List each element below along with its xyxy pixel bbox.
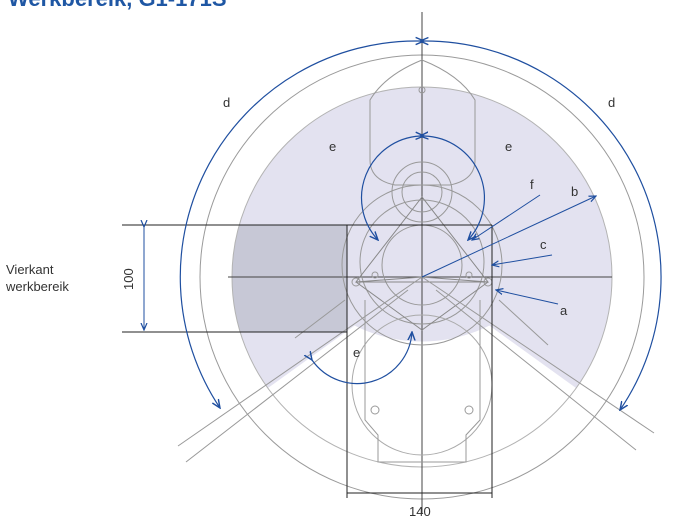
robot-base	[364, 300, 481, 463]
label-e-left: e	[329, 139, 336, 154]
dim-height-label: 100	[121, 268, 136, 290]
base-hole-2	[464, 405, 474, 415]
dim-width-label: 140	[409, 504, 431, 519]
label-b: b	[571, 184, 578, 199]
arc-d-right	[424, 41, 662, 410]
leader-c	[492, 254, 553, 265]
arc-e-bottom	[312, 332, 412, 385]
arc-e-right	[424, 136, 486, 240]
square-area-label-line2: werkbereik	[6, 279, 69, 294]
label-f: f	[530, 177, 534, 192]
label-d-right: d	[608, 95, 615, 110]
square-work-area	[232, 225, 347, 332]
square-area-label-line1: Vierkant	[6, 262, 54, 277]
page-title: Werkbereik, G1-171S	[8, 0, 227, 12]
arc-d-left	[179, 41, 420, 408]
leader-f	[472, 194, 541, 240]
label-d-left: d	[223, 95, 230, 110]
label-e-right: e	[505, 139, 512, 154]
label-c: c	[540, 237, 547, 252]
leader-a	[496, 290, 559, 305]
base-hole-1	[370, 405, 380, 415]
label-e-bottom: e	[353, 345, 360, 360]
leader-b	[421, 196, 596, 278]
label-a: a	[560, 303, 568, 318]
arc-e-left	[360, 136, 420, 240]
